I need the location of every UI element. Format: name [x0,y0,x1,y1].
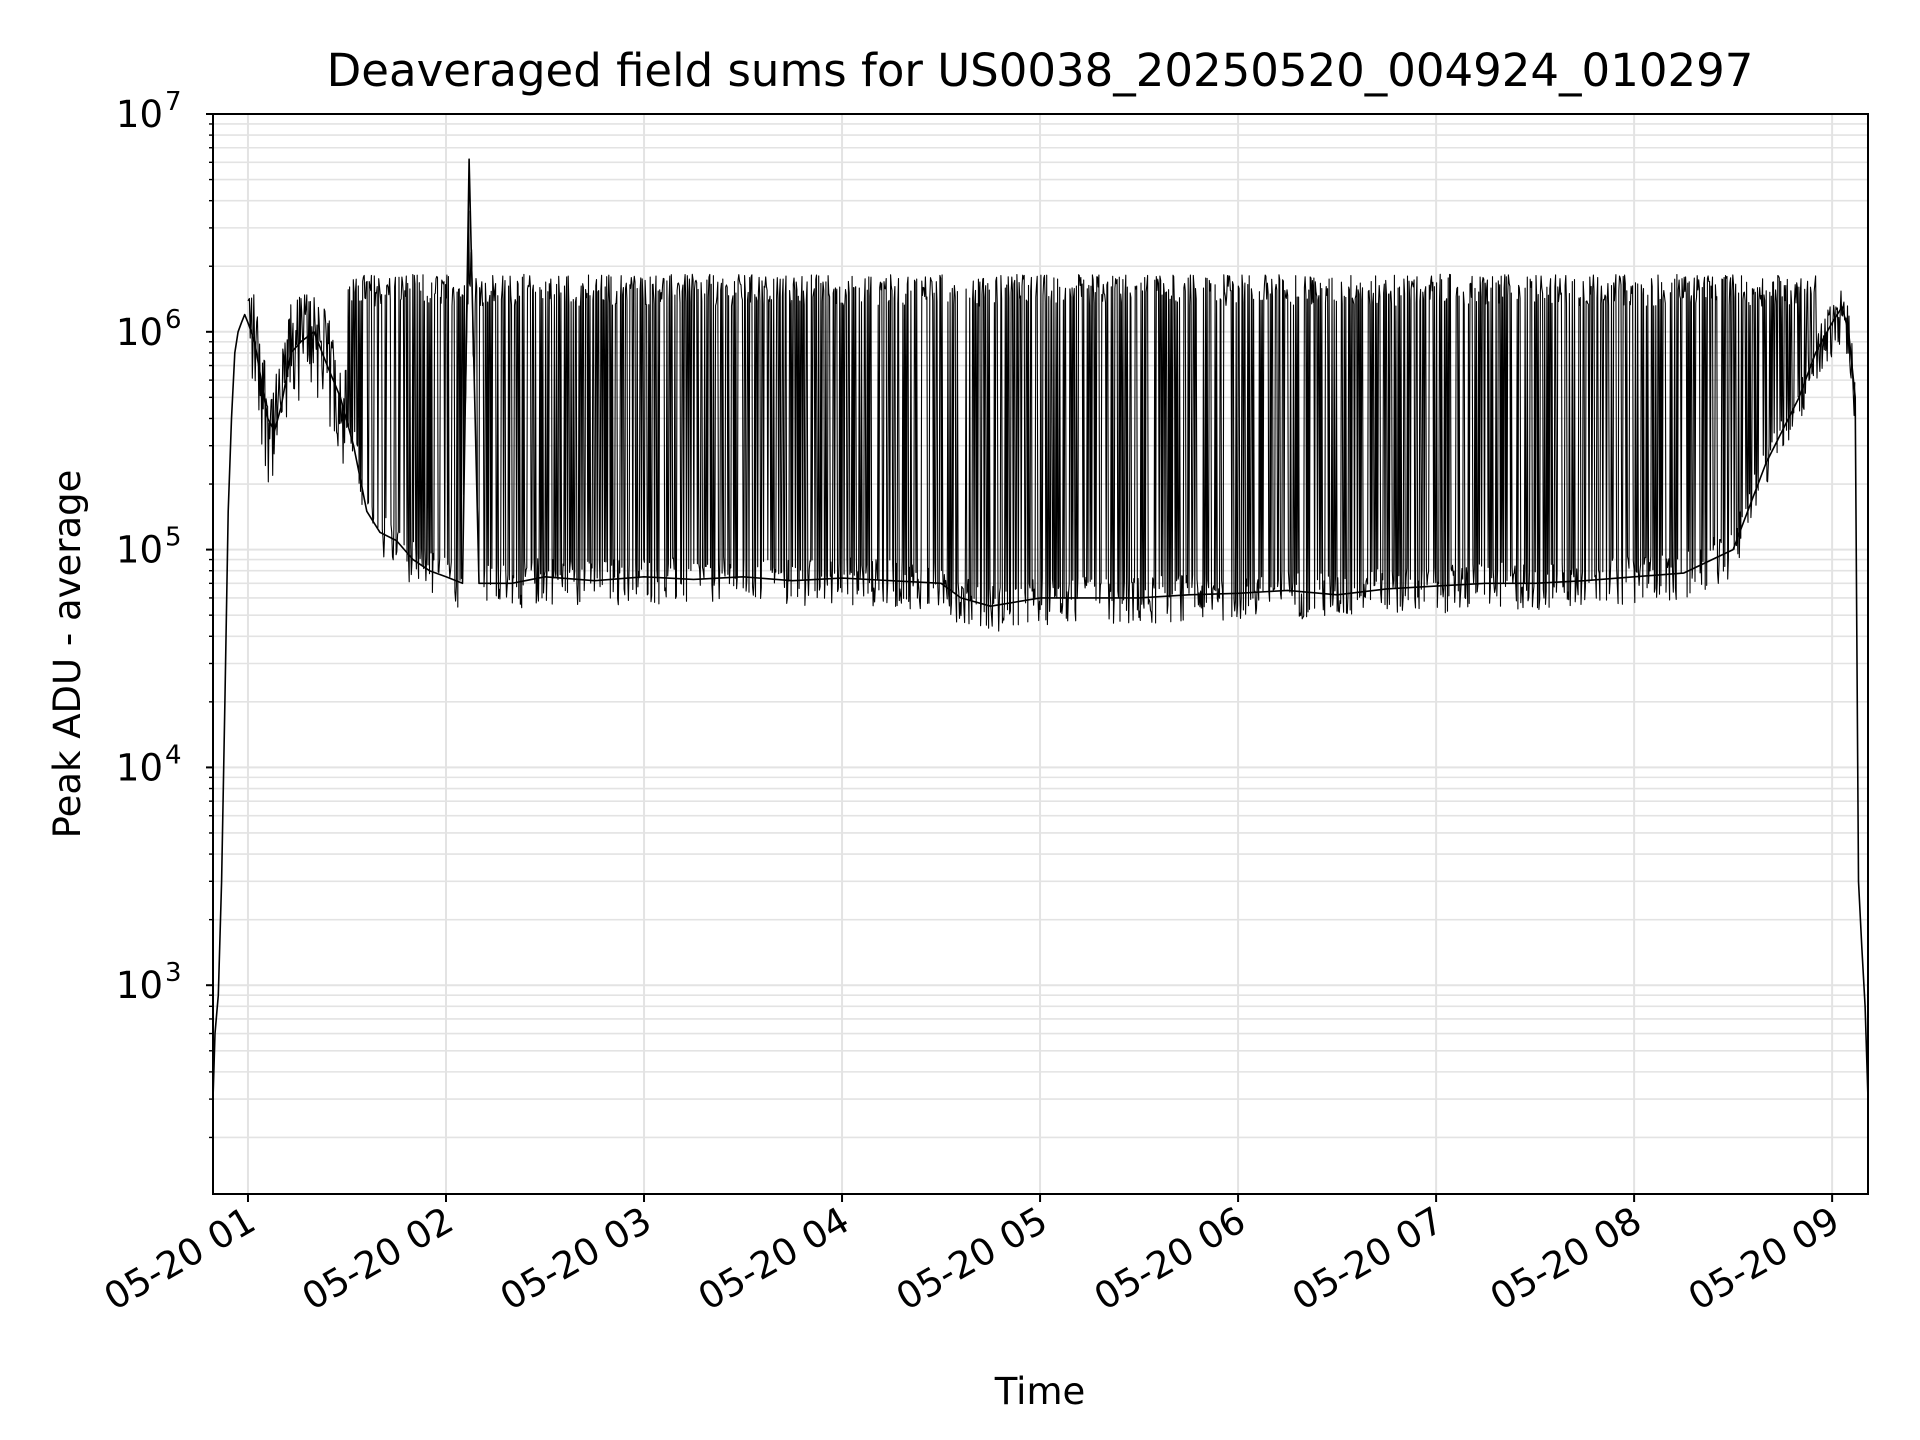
y-tick-exponent: 4 [165,740,182,770]
y-tick-label: 10 [116,529,163,572]
y-tick-exponent: 6 [165,305,182,335]
y-tick-exponent: 5 [165,523,182,553]
y-tick-exponent: 3 [165,958,182,988]
data-line-trace [247,210,1856,632]
y-tick-exponent: 7 [165,87,182,117]
plot-data [212,158,1869,1100]
chart-title: Deaveraged field sums for US0038_2025052… [327,44,1754,97]
y-tick-label: 10 [116,311,163,354]
axis-ticks [206,113,1834,1202]
y-axis-label: Peak ADU - average [46,470,89,839]
y-tick-label: 10 [116,93,163,136]
x-axis-label: Time [994,1370,1086,1413]
y-tick-label: 10 [116,964,163,1007]
y-tick-label: 10 [116,746,163,789]
data-line-series [212,158,1869,1100]
